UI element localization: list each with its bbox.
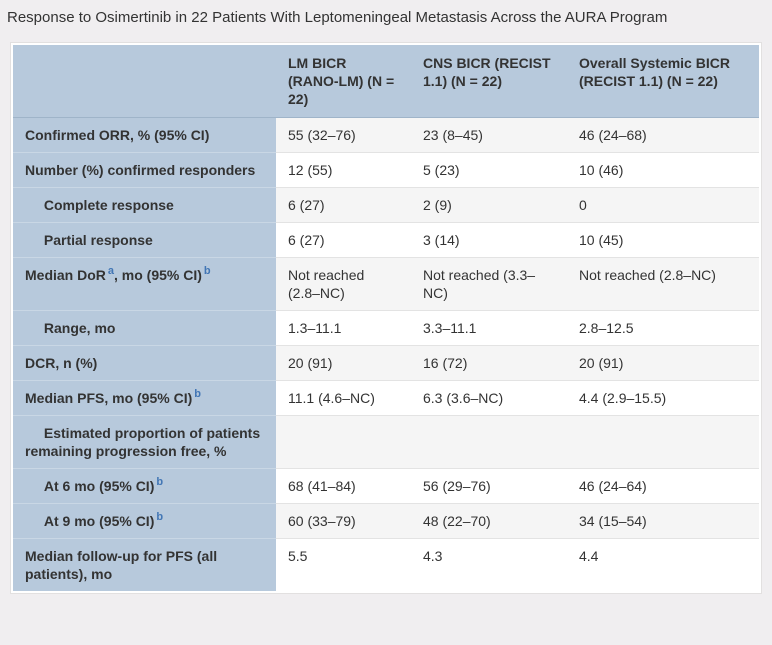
table-cell bbox=[411, 415, 567, 469]
column-header: Overall Systemic BICR (RECIST 1.1) (N = … bbox=[567, 45, 759, 118]
table-cell: 4.4 (2.9–15.5) bbox=[567, 380, 759, 416]
row-label-text: Median PFS, mo (95% CI) bbox=[25, 390, 193, 406]
row-label-text: Estimated proportion of patients remaini… bbox=[25, 425, 261, 459]
table-cell: 1.3–11.1 bbox=[276, 310, 411, 346]
table-row: DCR, n (%) 20 (91) 16 (72) 20 (91) bbox=[13, 345, 759, 381]
table-row: Partial response 6 (27) 3 (14) 10 (45) bbox=[13, 222, 759, 258]
table-cell: 48 (22–70) bbox=[411, 503, 567, 539]
table-cell: 2 (9) bbox=[411, 187, 567, 223]
row-label-text: At 6 mo (95% CI) bbox=[43, 478, 155, 494]
row-label-column-header bbox=[13, 45, 276, 118]
table-cell: 3 (14) bbox=[411, 222, 567, 258]
row-label: Median PFS, mo (95% CI) b bbox=[13, 380, 276, 416]
table-cell: Not reached (2.8–NC) bbox=[276, 257, 411, 311]
table-body: Confirmed ORR, % (95% CI) 55 (32–76) 23 (8… bbox=[13, 117, 759, 591]
table-cell: 46 (24–64) bbox=[567, 468, 759, 504]
table-cell: 46 (24–68) bbox=[567, 117, 759, 153]
row-label-text: Confirmed ORR, % (95% CI) bbox=[25, 127, 210, 143]
table-row: At 6 mo (95% CI) b 68 (41–84) 56 (29–76) 46 … bbox=[13, 468, 759, 504]
row-label: At 6 mo (95% CI) b bbox=[13, 468, 276, 504]
footnote-link[interactable]: b bbox=[156, 511, 164, 524]
table-cell: 6 (27) bbox=[276, 187, 411, 223]
footnote-link[interactable]: b bbox=[203, 265, 211, 278]
footnote-link[interactable]: b bbox=[194, 388, 201, 401]
row-label: Range, mo bbox=[13, 310, 276, 346]
row-label-text: Number (%) confirmed responders bbox=[25, 162, 256, 178]
table-cell: Not reached (2.8–NC) bbox=[567, 257, 759, 311]
row-label-text: DCR, n (%) bbox=[25, 355, 98, 371]
row-label-text: Complete response bbox=[43, 197, 174, 213]
table-cell: Not reached (3.3–NC) bbox=[411, 257, 567, 311]
table-cell: 6 (27) bbox=[276, 222, 411, 258]
footnote-link[interactable]: b bbox=[156, 476, 164, 489]
table-cell: 20 (91) bbox=[567, 345, 759, 381]
table-row: At 9 mo (95% CI) b 60 (33–79) 48 (22–70) 34 … bbox=[13, 503, 759, 539]
table-cell: 10 (45) bbox=[567, 222, 759, 258]
table-cell: 4.4 bbox=[567, 538, 759, 591]
row-label-text: Median DoR bbox=[25, 267, 106, 283]
row-label-text: Partial response bbox=[43, 232, 153, 248]
row-label: Median DoR a, mo (95% CI) b bbox=[13, 257, 276, 311]
row-label: At 9 mo (95% CI) b bbox=[13, 503, 276, 539]
table-cell: 55 (32–76) bbox=[276, 117, 411, 153]
table-cell: 0 bbox=[567, 187, 759, 223]
row-label: Estimated proportion of patients remaini… bbox=[13, 415, 276, 469]
table-cell: 10 (46) bbox=[567, 152, 759, 188]
table-row: Median follow-up for PFS (all patients),… bbox=[13, 538, 759, 591]
table-cell: 16 (72) bbox=[411, 345, 567, 381]
table-cell: 68 (41–84) bbox=[276, 468, 411, 504]
page-title: Response to Osimertinib in 22 Patients W… bbox=[7, 9, 668, 26]
table-cell: 12 (55) bbox=[276, 152, 411, 188]
row-label: Number (%) confirmed responders bbox=[13, 152, 276, 188]
table-cell: 34 (15–54) bbox=[567, 503, 759, 539]
table-cell: 56 (29–76) bbox=[411, 468, 567, 504]
table-cell: 60 (33–79) bbox=[276, 503, 411, 539]
table-row: Median PFS, mo (95% CI) b 11.1 (4.6–NC) 6.3… bbox=[13, 380, 759, 416]
table-cell: 5 (23) bbox=[411, 152, 567, 188]
table-cell: 6.3 (3.6–NC) bbox=[411, 380, 567, 416]
table-cell: 3.3–11.1 bbox=[411, 310, 567, 346]
table-cell: 5.5 bbox=[276, 538, 411, 591]
table-row: Confirmed ORR, % (95% CI) 55 (32–76) 23 (8… bbox=[13, 117, 759, 153]
column-header: CNS BICR (RECIST 1.1) (N = 22) bbox=[411, 45, 567, 118]
row-label: Partial response bbox=[13, 222, 276, 258]
table-row: Number (%) confirmed responders 12 (55) 5 … bbox=[13, 152, 759, 188]
row-label-text: , mo (95% CI) bbox=[114, 267, 202, 283]
table-cell bbox=[567, 415, 759, 469]
response-table: LM BICR (RANO-LM) (N = 22) CNS BICR (RECI… bbox=[13, 45, 759, 591]
table-row: Median DoR a, mo (95% CI) b Not reached (2.… bbox=[13, 257, 759, 311]
table-cell: 4.3 bbox=[411, 538, 567, 591]
table-cell: 23 (8–45) bbox=[411, 117, 567, 153]
table-header-row: LM BICR (RANO-LM) (N = 22) CNS BICR (RECI… bbox=[13, 45, 759, 118]
response-table-container: LM BICR (RANO-LM) (N = 22) CNS BICR (RECI… bbox=[10, 42, 762, 594]
row-label: Median follow-up for PFS (all patients),… bbox=[13, 538, 276, 591]
table-cell: 20 (91) bbox=[276, 345, 411, 381]
row-label: Complete response bbox=[13, 187, 276, 223]
table-row: Estimated proportion of patients remaini… bbox=[13, 415, 759, 469]
row-label-text: At 9 mo (95% CI) bbox=[43, 513, 155, 529]
column-header: LM BICR (RANO-LM) (N = 22) bbox=[276, 45, 411, 118]
row-label: Confirmed ORR, % (95% CI) bbox=[13, 117, 276, 153]
table-row: Complete response 6 (27) 2 (9) 0 bbox=[13, 187, 759, 223]
row-label-text: Range, mo bbox=[43, 320, 116, 336]
table-cell: 2.8–12.5 bbox=[567, 310, 759, 346]
table-row: Range, mo 1.3–11.1 3.3–11.1 2.8–12.5 bbox=[13, 310, 759, 346]
table-header: LM BICR (RANO-LM) (N = 22) CNS BICR (RECI… bbox=[13, 45, 759, 118]
row-label: DCR, n (%) bbox=[13, 345, 276, 381]
table-cell bbox=[276, 415, 411, 469]
footnote-link[interactable]: a bbox=[107, 265, 115, 278]
row-label-text: Median follow-up for PFS (all patients),… bbox=[25, 548, 218, 582]
table-cell: 11.1 (4.6–NC) bbox=[276, 380, 411, 416]
